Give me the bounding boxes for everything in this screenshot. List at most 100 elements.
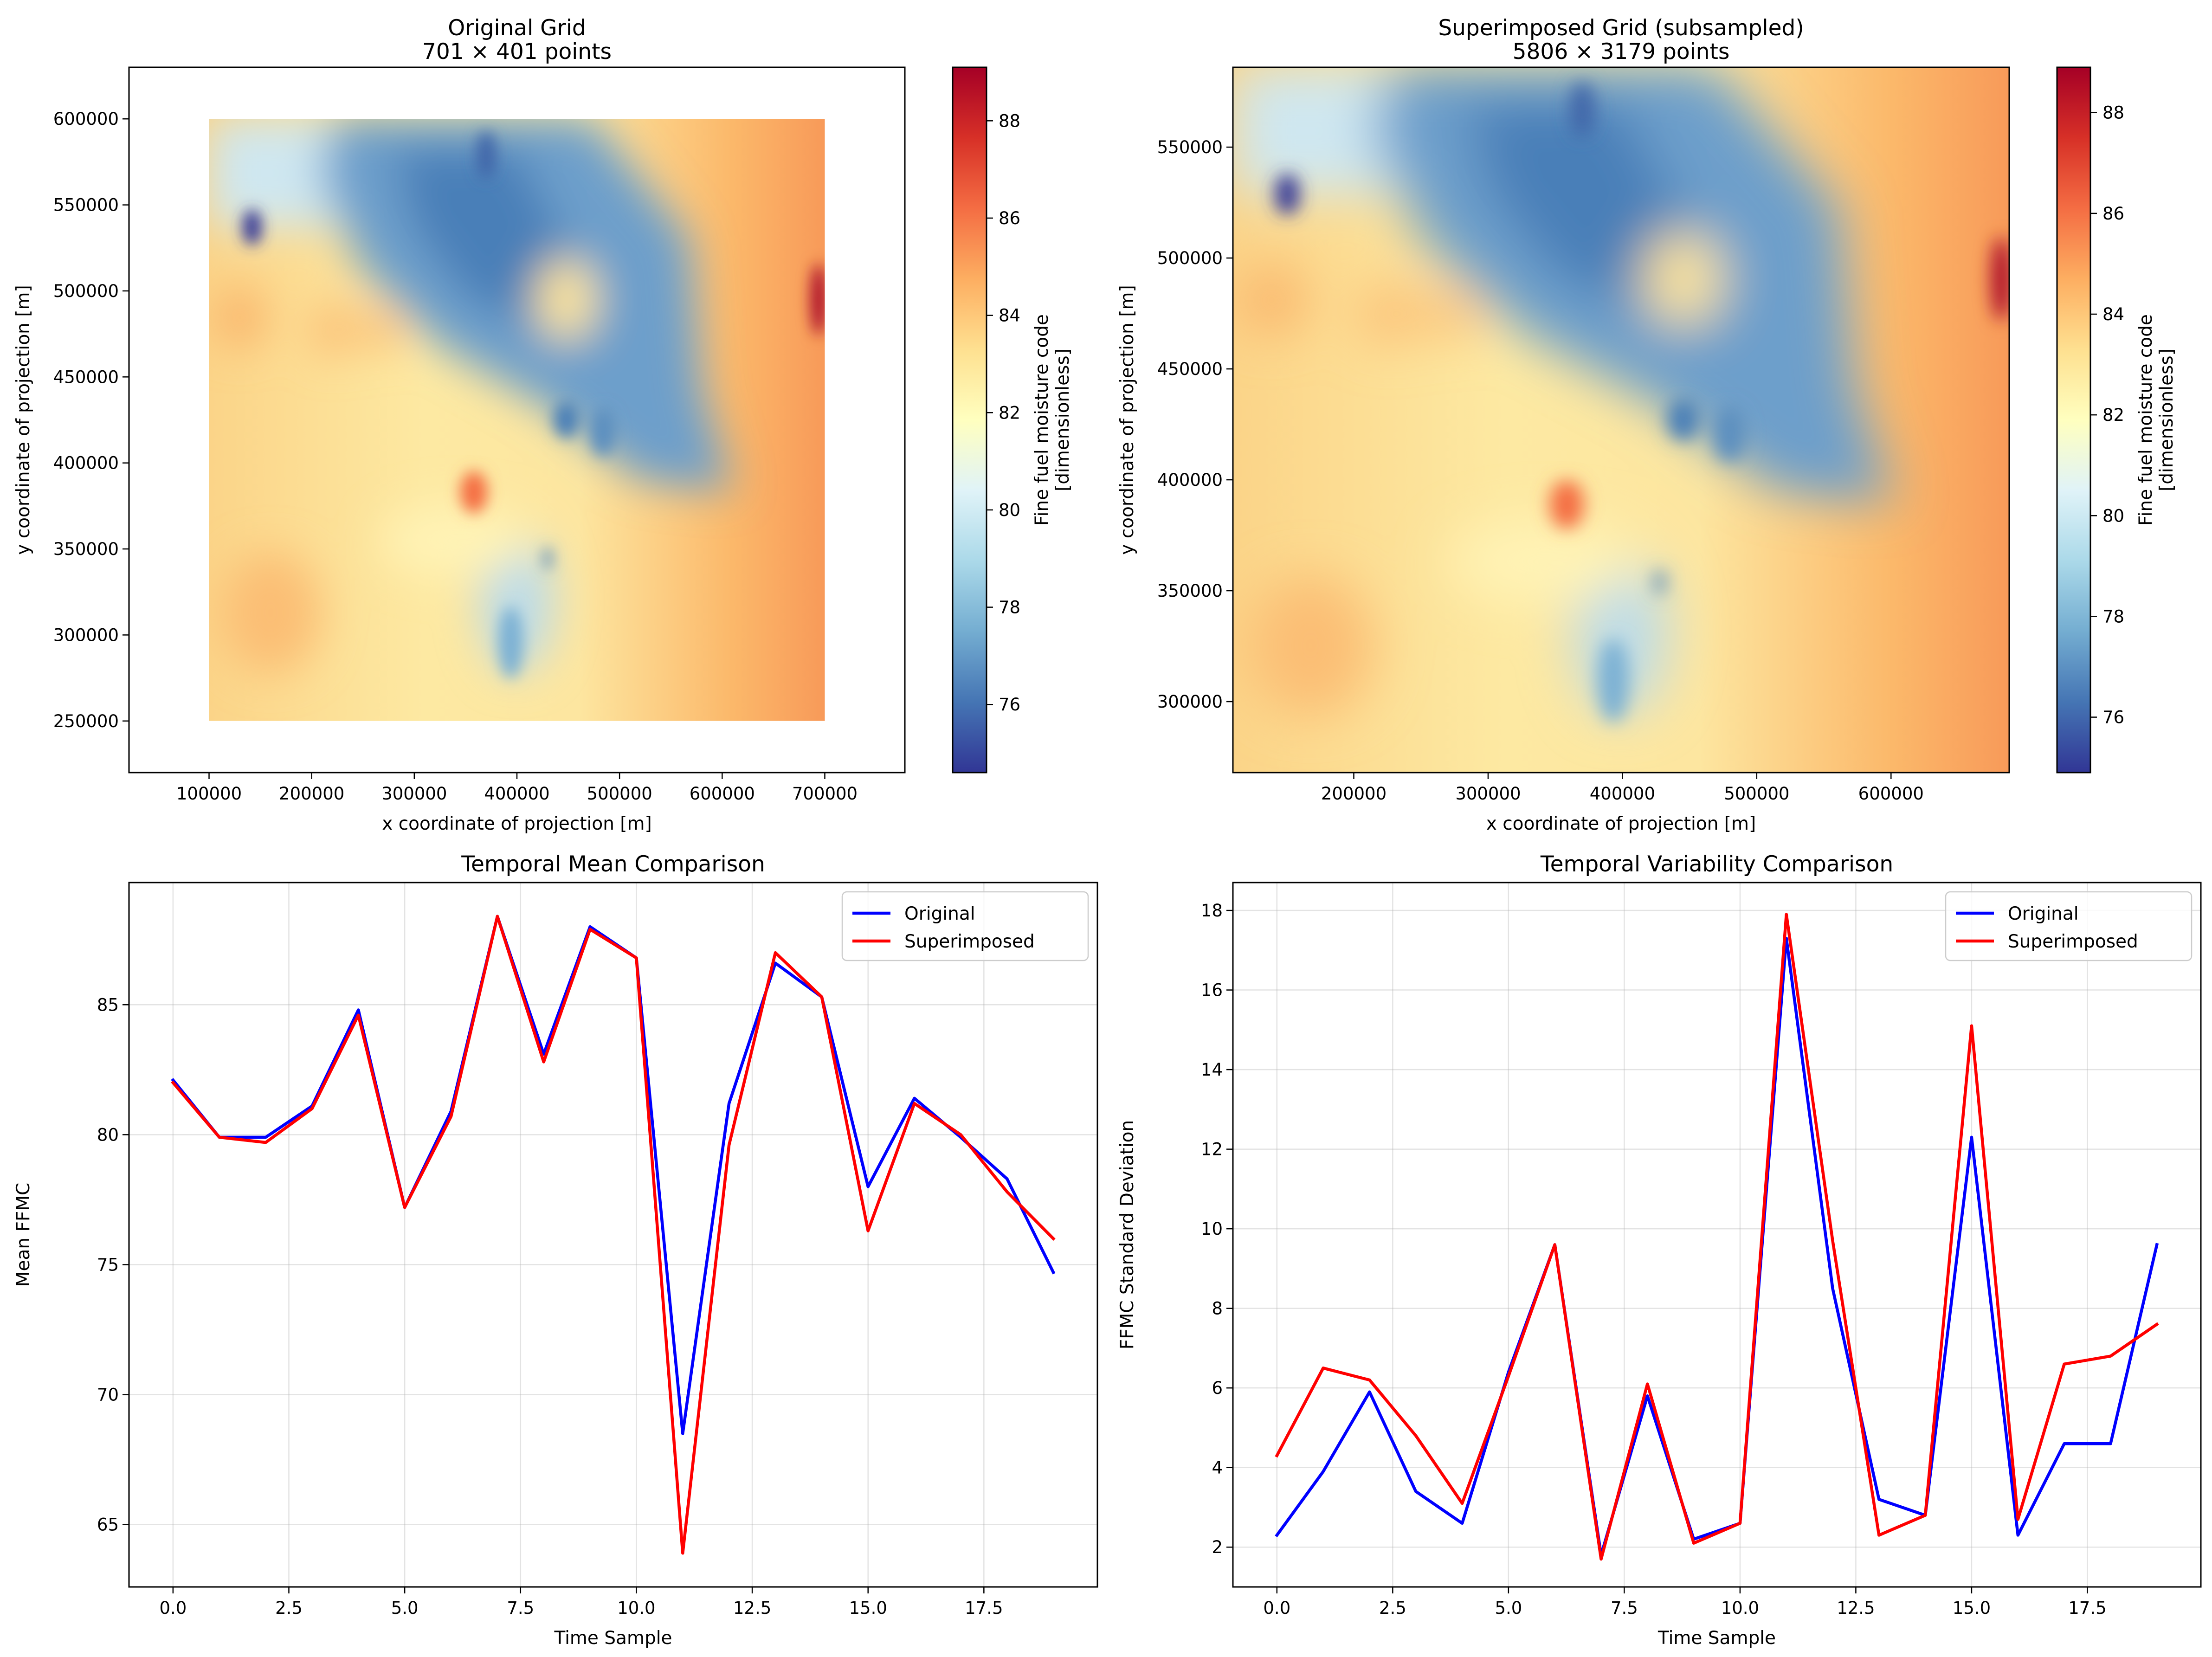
x-tick-label: 200000: [1321, 784, 1387, 804]
x-tick-label: 500000: [587, 784, 652, 804]
panel-superimposed-grid: 200000 300000 400000 500000 600000 300000 3500…: [1117, 15, 2177, 834]
y-tick-label: 600000: [53, 109, 119, 129]
legend-frame: [1945, 891, 2193, 961]
y-tick-label: 75: [97, 1255, 119, 1275]
y-tick-label: 550000: [1157, 137, 1223, 157]
x-tick-label: 15.0: [849, 1598, 887, 1618]
x-axis-label: x coordinate of projection [m]: [1486, 813, 1756, 834]
y-tick-label: 18: [1201, 901, 1223, 921]
y-axis-label: y coordinate of projection [m]: [13, 285, 34, 554]
colorbar-tick-label: 88: [2102, 103, 2124, 123]
panel-original-grid: 100000 200000 300000 400000 500000 600000 7000…: [13, 15, 1073, 834]
legend-frame: [841, 891, 1089, 961]
y-tick-label: 12: [1201, 1140, 1223, 1160]
x-axis-label: x coordinate of projection [m]: [382, 813, 651, 834]
axes-frame: [1232, 882, 2202, 1588]
colorbar-tick-label: 86: [2102, 204, 2124, 224]
y-tick-label: 8: [1212, 1299, 1223, 1319]
heatmap-image: [1233, 67, 2011, 773]
x-tick-label: 0.0: [159, 1598, 187, 1618]
x-tick-label: 300000: [381, 784, 447, 804]
x-tick-label: 5.0: [1495, 1598, 1522, 1618]
x-tick-label: 600000: [690, 784, 755, 804]
colorbar-tick-label: 86: [999, 208, 1020, 228]
y-axis-label: FFMC Standard Deviation: [1117, 1120, 1138, 1350]
y-tick-label: 400000: [1157, 470, 1223, 490]
colorbar-tick-label: 80: [2102, 506, 2124, 526]
x-tick-label: 100000: [176, 784, 242, 804]
colorbar-tick-label: 78: [999, 598, 1020, 618]
series-line-superimposed: [171, 915, 1056, 1555]
x-tick-label: 400000: [1590, 784, 1655, 804]
colorbar-tick-label: 76: [999, 695, 1020, 715]
x-tick-label: 10.0: [617, 1598, 655, 1618]
x-tick-label: 2.5: [1379, 1598, 1406, 1618]
y-tick-label: 65: [97, 1515, 119, 1535]
y-tick-label: 500000: [53, 281, 119, 301]
y-tick-label: 2: [1212, 1537, 1223, 1557]
panel-temporal-variability: 0.0 2.5 5.0 7.5 10.0 12.5 15.0 17.5 2 4 6 8 10 12 14 16…: [1117, 851, 2202, 1649]
colorbar-label-unit: [dimensionless]: [2156, 348, 2177, 491]
x-tick-label: 500000: [1724, 784, 1789, 804]
legend-entry-original: Original: [904, 903, 975, 924]
colorbar-label: Fine fuel moisture code: [2135, 314, 2156, 526]
x-tick-label: 10.0: [1721, 1598, 1759, 1618]
chart-title: Original Grid: [448, 15, 586, 41]
y-tick-label: 400000: [53, 453, 119, 473]
y-tick-label: 6: [1212, 1378, 1223, 1398]
colorbar-tick-label: 76: [2102, 708, 2124, 728]
legend: Original Superimposed: [841, 891, 1089, 961]
colorbar-tick-label: 88: [999, 111, 1020, 131]
legend-entry-superimposed: Superimposed: [2008, 931, 2138, 952]
y-tick-label: 300000: [1157, 692, 1223, 712]
x-tick-label: 400000: [484, 784, 549, 804]
x-tick-label: 2.5: [275, 1598, 303, 1618]
y-tick-label: 300000: [53, 625, 119, 645]
colorbar: [2056, 66, 2091, 774]
y-axis-label: Mean FFMC: [13, 1183, 34, 1287]
colorbar-label-unit: [dimensionless]: [1052, 348, 1073, 491]
y-tick-label: 250000: [53, 711, 119, 731]
y-tick-label: 16: [1201, 980, 1223, 1000]
x-tick-label: 17.5: [965, 1598, 1003, 1618]
colorbar-tick-label: 84: [2102, 304, 2124, 324]
y-tick-label: 350000: [1157, 581, 1223, 601]
axes-frame: [128, 882, 1098, 1588]
x-tick-label: 15.0: [1953, 1598, 1991, 1618]
colorbar-tick-label: 82: [2102, 405, 2124, 425]
series-line-superimposed: [1275, 913, 2159, 1561]
x-tick-label: 200000: [279, 784, 344, 804]
x-tick-label: 7.5: [507, 1598, 534, 1618]
chart-subtitle: 701 × 401 points: [422, 39, 612, 64]
x-axis-label: Time Sample: [1657, 1628, 1776, 1649]
x-tick-label: 700000: [792, 784, 858, 804]
y-tick-label: 80: [97, 1125, 119, 1145]
y-tick-label: 14: [1201, 1060, 1223, 1080]
chart-subtitle: 5806 × 3179 points: [1513, 39, 1730, 64]
colorbar-tick-label: 82: [999, 403, 1020, 423]
y-axis-label: y coordinate of projection [m]: [1117, 285, 1138, 554]
colorbar: [952, 66, 987, 774]
panel-temporal-mean: 0.0 2.5 5.0 7.5 10.0 12.5 15.0 17.5 65 70 75 80 85 Te…: [13, 851, 1098, 1649]
legend-entry-superimposed: Superimposed: [904, 931, 1035, 952]
y-tick-label: 450000: [53, 367, 119, 387]
y-tick-label: 70: [97, 1385, 119, 1405]
chart-title: Superimposed Grid (subsampled): [1438, 15, 1804, 41]
colorbar-tick-label: 80: [999, 500, 1020, 520]
series-line-original: [1275, 936, 2159, 1557]
x-tick-label: 5.0: [391, 1598, 419, 1618]
chart-title: Temporal Variability Comparison: [1540, 851, 1893, 877]
heatmap-field: [1233, 67, 2011, 773]
axes-frame: [1232, 66, 2010, 774]
y-tick-label: 450000: [1157, 359, 1223, 379]
heatmap-image: [209, 119, 826, 721]
x-tick-label: 17.5: [2068, 1598, 2106, 1618]
colorbar-label: Fine fuel moisture code: [1032, 314, 1052, 526]
y-tick-label: 4: [1212, 1458, 1223, 1478]
x-tick-label: 12.5: [1837, 1598, 1875, 1618]
y-tick-label: 500000: [1157, 248, 1223, 268]
legend: Original Superimposed: [1945, 891, 2193, 961]
x-tick-label: 7.5: [1611, 1598, 1638, 1618]
colorbar-tick-label: 84: [999, 306, 1020, 326]
